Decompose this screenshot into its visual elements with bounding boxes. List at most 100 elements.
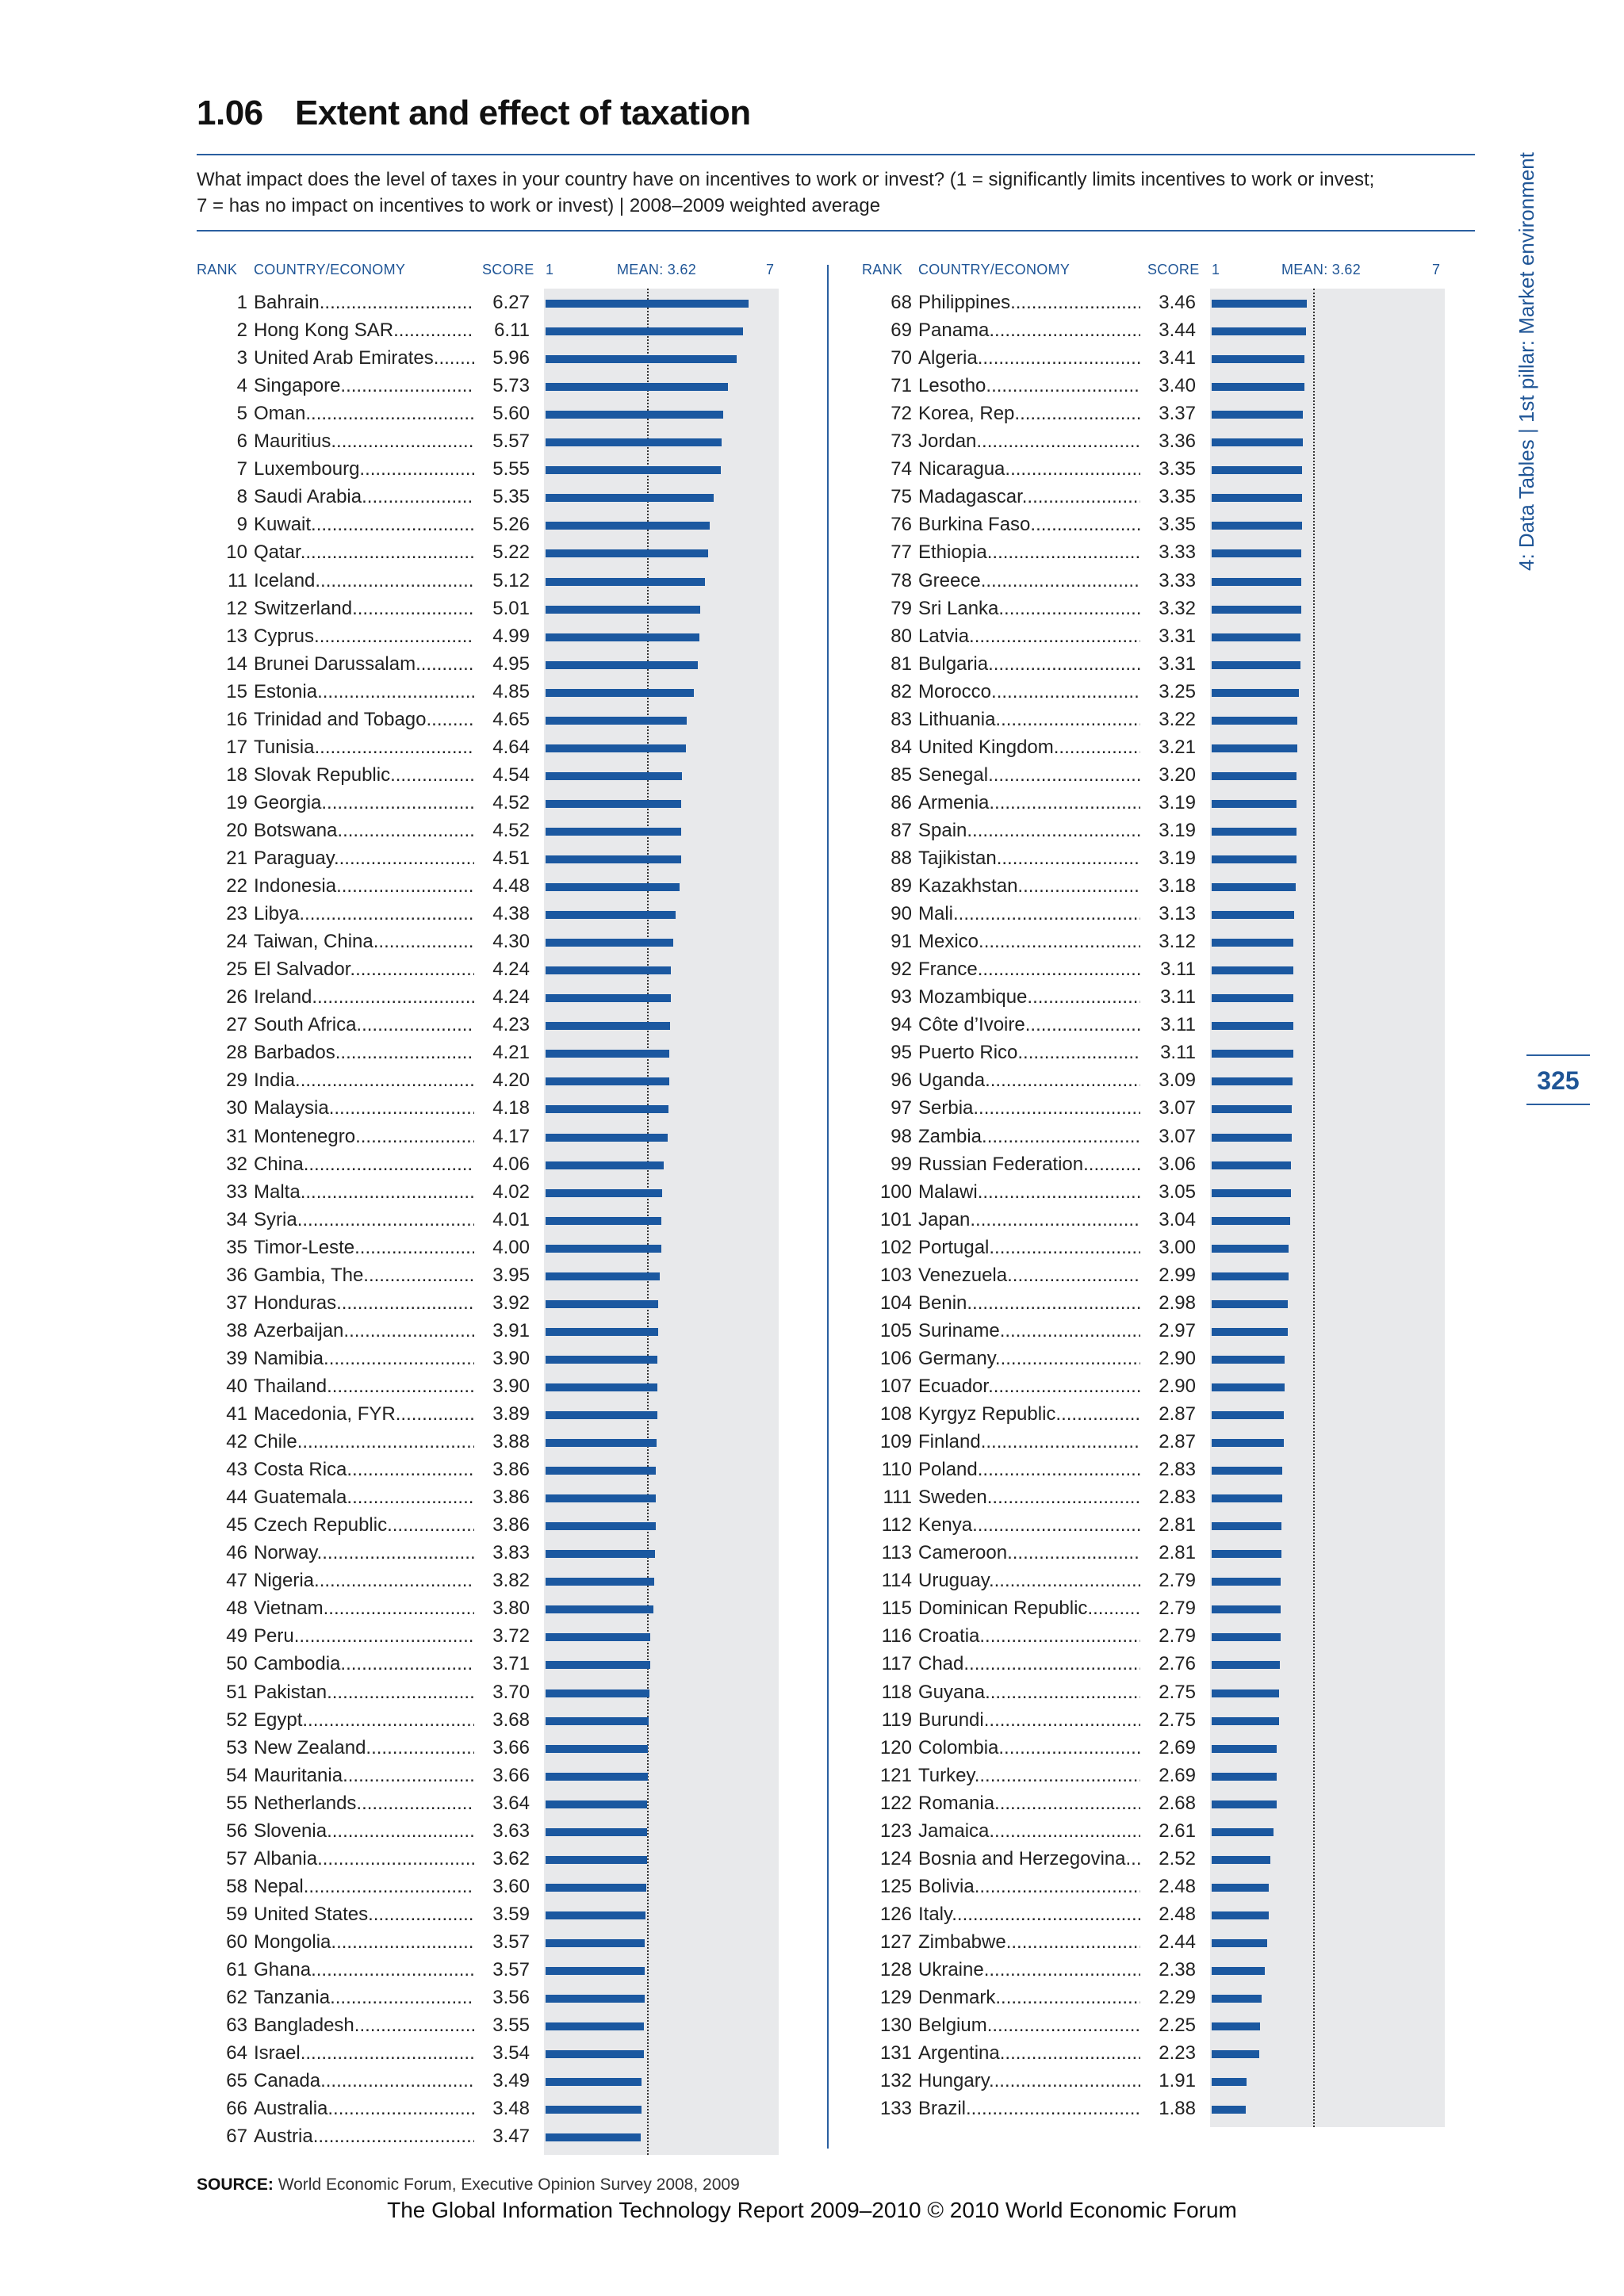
row-rank: 17 <box>226 736 247 758</box>
dot-leader: ........................................… <box>356 1792 474 1814</box>
dot-leader: ........................................… <box>983 1959 1140 1980</box>
score-bar <box>546 939 673 947</box>
score-bar <box>546 1661 650 1670</box>
row-score: 2.29 <box>1159 1987 1196 2009</box>
score-bar <box>1212 2078 1247 2087</box>
row-score: 5.01 <box>492 597 530 619</box>
row-country-leader: Namibia.................................… <box>254 1348 474 1370</box>
row-score: 3.90 <box>492 1375 530 1397</box>
bar-panel <box>1210 289 1445 2128</box>
row-score: 4.24 <box>492 986 530 1008</box>
row-rank: 9 <box>236 514 247 536</box>
row-score: 3.82 <box>492 1570 530 1592</box>
row-country: Chad <box>918 1653 964 1675</box>
row-country: Montenegro <box>254 1125 356 1147</box>
dot-leader: ........................................… <box>989 791 1140 813</box>
row-score: 3.49 <box>492 2070 530 2092</box>
row-rank: 38 <box>226 1319 247 1341</box>
score-bar <box>546 1633 651 1642</box>
row-country: United States <box>254 1903 369 1925</box>
row-rank: 20 <box>226 819 247 841</box>
row-score: 3.19 <box>1159 819 1196 841</box>
dot-leader: ........................................… <box>314 736 474 758</box>
score-bar <box>1212 966 1293 975</box>
dot-leader: ........................................… <box>303 1875 474 1897</box>
dot-leader: ........................................… <box>355 1125 474 1147</box>
row-country: Lithuania <box>918 708 996 730</box>
row-country: Jamaica <box>918 1820 990 1842</box>
row-country-leader: Guatemala...............................… <box>254 1487 474 1509</box>
row-country: India <box>254 1070 296 1092</box>
row-country: Nicaragua <box>918 458 1005 480</box>
row-country: Burundi <box>918 1709 984 1731</box>
row-score: 2.98 <box>1159 1292 1196 1314</box>
row-score: 4.51 <box>492 848 530 869</box>
row-country: Burkina Faso <box>918 514 1031 536</box>
score-bar <box>546 1105 668 1114</box>
dot-leader: ........................................… <box>354 1236 474 1258</box>
row-score: 3.07 <box>1159 1097 1196 1119</box>
row-score: 2.23 <box>1159 2042 1196 2064</box>
score-bar <box>546 1995 645 2003</box>
row-country: Saudi Arabia <box>254 486 362 508</box>
row-country: Spain <box>918 819 967 841</box>
dot-leader: ........................................… <box>980 569 1140 591</box>
score-bar <box>546 1022 671 1031</box>
row-country-leader: Paraguay................................… <box>254 848 474 870</box>
row-country-leader: Poland..................................… <box>918 1459 1140 1481</box>
row-country: Taiwan, China <box>254 931 373 953</box>
dot-leader: ........................................… <box>963 1653 1140 1675</box>
row-score: 2.99 <box>1159 1264 1196 1286</box>
row-country-leader: Egypt...................................… <box>254 1709 474 1732</box>
row-score: 3.47 <box>492 2126 530 2148</box>
score-bar <box>1212 994 1293 1003</box>
score-bar <box>1212 827 1297 836</box>
row-score: 3.25 <box>1159 680 1196 702</box>
row-country-leader: Azerbaijan..............................… <box>254 1320 474 1342</box>
row-country-leader: France..................................… <box>918 959 1140 981</box>
dot-leader: ........................................… <box>327 1375 474 1397</box>
dot-leader: ........................................… <box>366 1736 474 1758</box>
score-bar <box>1212 1800 1277 1808</box>
row-rank: 3 <box>236 347 247 369</box>
dot-leader: ........................................… <box>977 1459 1140 1481</box>
dot-leader: ........................................… <box>368 1903 474 1925</box>
source-text: World Economic Forum, Executive Opinion … <box>278 2175 740 2194</box>
score-bar <box>546 2050 644 2059</box>
row-rank: 118 <box>881 1681 912 1703</box>
row-score: 3.91 <box>492 1319 530 1341</box>
row-country: Costa Rica <box>254 1459 347 1481</box>
row-country: Nepal <box>254 1875 304 1897</box>
row-rank: 12 <box>226 597 247 619</box>
row-rank: 83 <box>891 708 912 730</box>
row-score: 2.90 <box>1159 1375 1196 1397</box>
row-country-leader: Morocco.................................… <box>918 681 1140 703</box>
dot-leader: ........................................… <box>297 1431 474 1453</box>
row-country: Lesotho <box>918 375 986 397</box>
score-bar <box>1212 300 1307 308</box>
row-country: Bulgaria <box>918 652 989 675</box>
row-country-leader: Cameroon................................… <box>918 1542 1140 1564</box>
row-country: Singapore <box>254 375 341 397</box>
row-country: Brunei Darussalam <box>254 652 416 675</box>
row-country: France <box>918 959 978 981</box>
row-country: Zambia <box>918 1125 982 1147</box>
dot-leader: ........................................… <box>1007 1264 1140 1286</box>
score-bar <box>546 1467 657 1475</box>
row-country: United Arab Emirates <box>254 347 434 369</box>
row-score: 3.48 <box>492 2098 530 2120</box>
score-bar <box>1212 438 1303 447</box>
score-bar <box>1212 939 1294 947</box>
row-country-leader: Jordan..................................… <box>918 430 1140 453</box>
dot-leader: ........................................… <box>300 541 474 564</box>
score-bar <box>1212 1911 1270 1919</box>
right-header-rank: RANK <box>862 262 903 277</box>
dot-leader: ........................................… <box>426 708 475 730</box>
row-rank: 37 <box>226 1292 247 1314</box>
row-country-leader: Suriname................................… <box>918 1320 1140 1342</box>
row-country-leader: Peru....................................… <box>254 1625 474 1647</box>
row-rank: 48 <box>226 1598 247 1620</box>
dot-leader: ........................................… <box>986 375 1140 397</box>
row-score: 3.68 <box>492 1709 530 1731</box>
row-country-leader: Mauritania..............................… <box>254 1765 474 1787</box>
